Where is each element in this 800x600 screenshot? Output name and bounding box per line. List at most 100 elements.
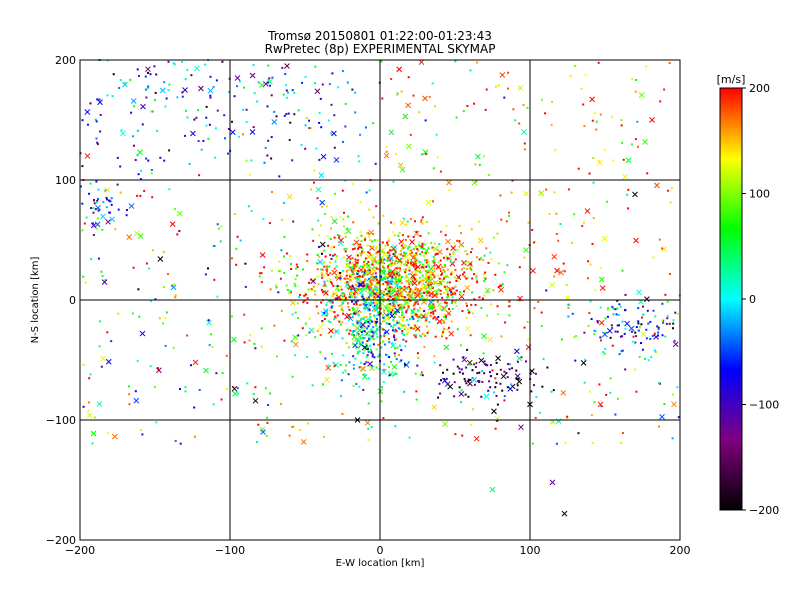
- scatter-dot: [376, 355, 379, 358]
- scatter-dot: [327, 244, 330, 247]
- scatter-dot: [359, 231, 362, 234]
- scatter-dot: [289, 292, 291, 295]
- scatter-dot: [110, 203, 113, 206]
- scatter-dot: [396, 255, 399, 257]
- scatter-dot: [401, 275, 403, 278]
- scatter-dot: [380, 279, 383, 281]
- scatter-cross: [363, 305, 370, 312]
- scatter-dot: [408, 273, 410, 276]
- scatter-dot: [353, 303, 355, 306]
- scatter-dot: [451, 308, 454, 310]
- scatter-dot: [350, 296, 352, 299]
- scatter-dot: [416, 279, 419, 282]
- scatter-dot: [186, 116, 189, 119]
- scatter-dot: [393, 336, 396, 339]
- scatter-dot: [159, 156, 162, 159]
- scatter-dot: [87, 123, 89, 126]
- scatter-dot: [411, 296, 414, 299]
- scatter-dot: [368, 283, 371, 286]
- scatter-dot: [415, 278, 418, 280]
- scatter-dot: [403, 263, 406, 266]
- scatter-dot: [165, 311, 168, 314]
- scatter-dot: [372, 266, 375, 269]
- scatter-cross: [561, 510, 568, 517]
- scatter-dot: [454, 292, 457, 295]
- scatter-dot: [98, 98, 101, 101]
- scatter-dot: [379, 297, 382, 300]
- scatter-dot: [367, 271, 370, 274]
- scatter-dot: [374, 162, 377, 165]
- scatter-dot: [244, 285, 247, 288]
- scatter-dot: [207, 137, 210, 140]
- scatter-dot: [372, 326, 375, 329]
- scatter-dot: [398, 328, 401, 330]
- scatter-dot: [356, 272, 359, 275]
- scatter-dot: [128, 393, 131, 396]
- scatter-dot: [147, 71, 149, 74]
- scatter-dot: [435, 252, 438, 255]
- scatter-dot: [393, 273, 396, 276]
- scatter-dot: [416, 320, 419, 322]
- scatter-dot: [200, 148, 203, 151]
- scatter-dot: [303, 299, 306, 302]
- scatter-dot: [359, 279, 362, 282]
- scatter-dot: [388, 374, 391, 377]
- scatter-dot: [405, 252, 408, 255]
- scatter-dot: [372, 245, 375, 248]
- scatter-dot: [671, 186, 673, 189]
- scatter-dot: [346, 328, 349, 331]
- scatter-dot: [362, 297, 365, 300]
- scatter-dot: [463, 378, 466, 380]
- scatter-dot: [448, 281, 451, 284]
- scatter-dot: [652, 256, 655, 259]
- scatter-dot: [664, 335, 667, 338]
- scatter-dot: [537, 301, 540, 303]
- scatter-dot: [361, 265, 364, 268]
- scatter-dot: [482, 259, 484, 261]
- scatter-dot: [455, 116, 458, 119]
- scatter-dot: [340, 288, 343, 291]
- scatter-cross: [331, 218, 338, 225]
- scatter-dot: [657, 331, 660, 334]
- scatter-dot: [482, 352, 485, 355]
- scatter-dot: [362, 293, 365, 296]
- scatter-dot: [635, 390, 638, 393]
- scatter-cross: [431, 404, 437, 410]
- scatter-dot: [360, 331, 363, 333]
- scatter-dot: [181, 60, 183, 63]
- scatter-cross: [315, 186, 322, 193]
- scatter-dot: [460, 368, 463, 371]
- scatter-dot: [444, 313, 446, 316]
- scatter-dot: [565, 283, 568, 286]
- scatter-dot: [162, 322, 165, 325]
- scatter-dot: [352, 243, 355, 246]
- scatter-dot: [475, 362, 478, 365]
- scatter-dot: [433, 276, 436, 279]
- scatter-dot: [487, 389, 490, 392]
- scatter-dot: [97, 198, 99, 201]
- scatter-dot: [442, 256, 445, 259]
- scatter-dot: [205, 124, 208, 127]
- scatter-dot: [356, 332, 359, 335]
- scatter-dot: [407, 278, 410, 281]
- scatter-dot: [377, 299, 380, 302]
- scatter-dot: [409, 281, 412, 284]
- scatter-dot: [280, 402, 282, 405]
- scatter-cross: [190, 130, 196, 137]
- scatter-dot: [376, 289, 378, 292]
- scatter-cross: [331, 130, 337, 137]
- scatter-dot: [382, 316, 385, 319]
- scatter-dot: [405, 310, 408, 313]
- scatter-dot: [392, 325, 395, 328]
- scatter-dot: [419, 253, 422, 255]
- scatter-dot: [323, 274, 326, 277]
- scatter-dot: [321, 252, 323, 255]
- scatter-dot: [376, 320, 379, 323]
- scatter-dot: [586, 277, 589, 280]
- scatter-dot: [81, 202, 84, 205]
- scatter-dot: [503, 395, 506, 398]
- scatter-cross: [530, 267, 536, 274]
- scatter-dot: [165, 97, 168, 100]
- scatter-dot: [478, 296, 481, 299]
- scatter-dot: [326, 279, 329, 282]
